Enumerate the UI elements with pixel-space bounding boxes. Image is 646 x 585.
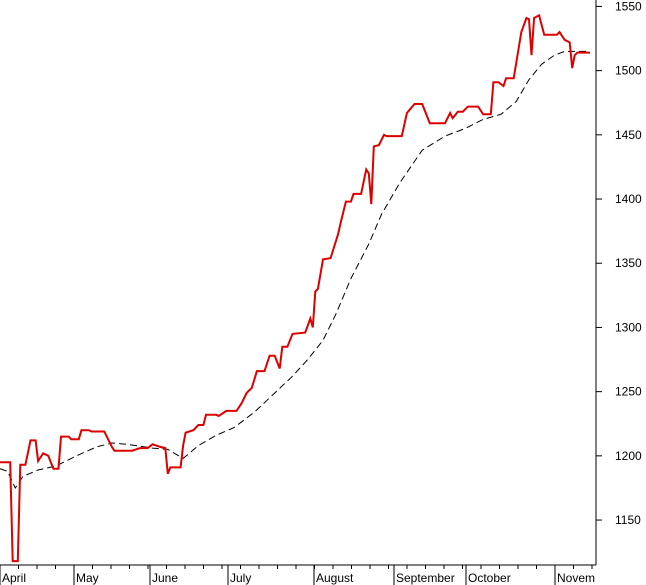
x-month-label: April — [2, 571, 26, 585]
x-month-label: June — [152, 571, 178, 585]
x-month-label: August — [316, 571, 354, 585]
x-month-label: May — [76, 571, 99, 585]
x-axis-ticks: April May June July August September October No… — [0, 565, 595, 585]
x-month-label: October — [468, 571, 511, 585]
y-tick-label: 1350 — [615, 256, 642, 270]
y-tick-label: 1300 — [615, 320, 642, 334]
y-tick-label: 1550 — [615, 0, 642, 13]
x-month-label: July — [230, 571, 251, 585]
y-tick-label: 1500 — [615, 64, 642, 78]
y-axis-ticks: 1150 1200 1250 1300 1350 1400 1450 1500 1550 — [596, 0, 642, 527]
y-tick-label: 1200 — [615, 449, 642, 463]
y-tick-label: 1400 — [615, 192, 642, 206]
y-tick-label: 1150 — [615, 513, 641, 527]
price-line — [0, 13, 590, 563]
x-month-label: September — [396, 571, 455, 585]
y-tick-label: 1250 — [615, 385, 642, 399]
x-month-label: Novem — [557, 571, 595, 585]
y-tick-label: 1450 — [615, 128, 642, 142]
moving-average-line — [0, 50, 590, 490]
series-layer — [0, 13, 590, 563]
